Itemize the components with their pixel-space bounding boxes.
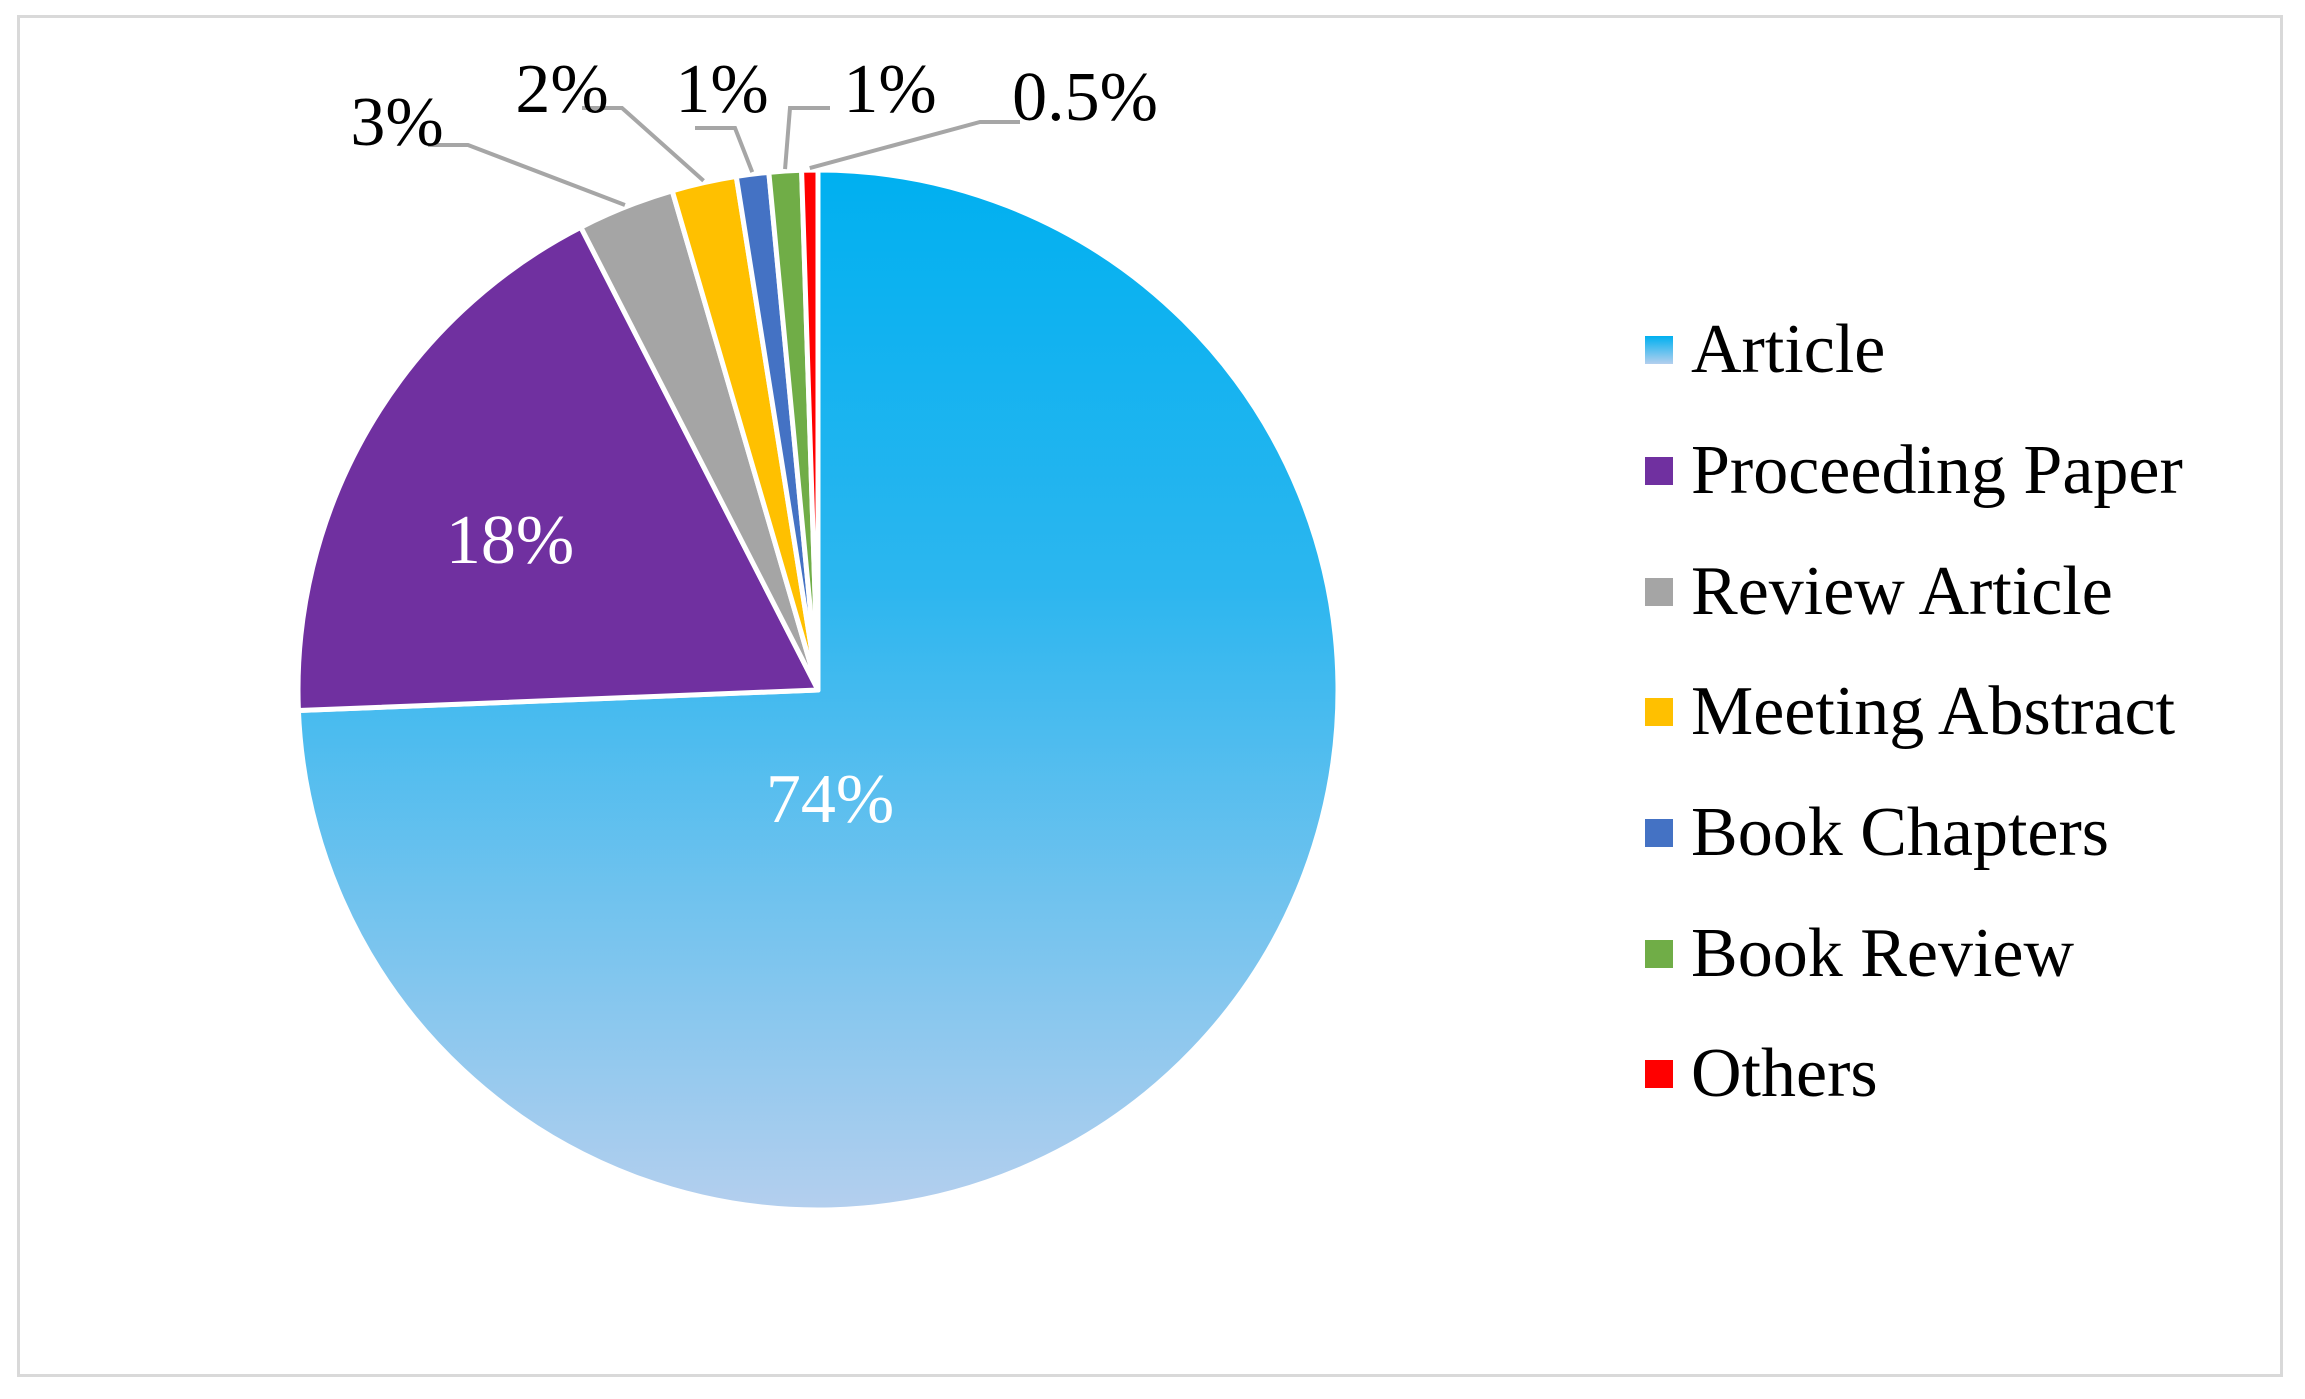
slice-label-article: 74% [766,761,894,838]
legend-item-others: Others [1645,1014,2183,1135]
legend-swatch-meeting-abstract [1645,698,1673,727]
slice-others [799,167,821,693]
legend-item-book-review: Book Review [1645,893,2183,1014]
legend-label-others: Others [1691,1035,1878,1113]
legend-item-review-article: Review Article [1645,531,2183,652]
legend-item-meeting-abstract: Meeting Abstract [1645,652,2183,773]
leader-line-book-review [783,106,830,170]
legend-label-review-article: Review Article [1691,552,2113,630]
slice-label-review-article: 3% [350,84,443,161]
leader-lines [428,106,1020,207]
leader-line-book-chapters [695,126,755,173]
slice-label-others: 0.5% [1012,59,1158,136]
slice-labels: 74% 18% 3% 2% 1% 1% 0.5% [350,51,1158,838]
slice-label-meeting-abstract: 2% [515,51,608,128]
slice-label-book-chapters: 1% [675,51,768,128]
pie-slices [295,167,1341,1213]
slice-label-proceeding-paper: 18% [446,502,574,579]
legend-label-proceeding-paper: Proceeding Paper [1691,432,2183,510]
legend-swatch-book-chapters [1645,819,1673,848]
legend-label-article: Article [1691,311,1886,389]
leader-line-others [809,120,1020,170]
legend-swatch-book-review [1645,939,1673,968]
legend-label-book-review: Book Review [1691,914,2075,992]
legend-swatch-review-article [1645,577,1673,606]
legend-item-book-chapters: Book Chapters [1645,773,2183,894]
leader-line-meeting-abstract [582,106,705,183]
legend-item-proceeding-paper: Proceeding Paper [1645,411,2183,532]
slice-label-book-review: 1% [843,51,936,128]
legend-swatch-article [1645,336,1673,365]
legend: Article Proceeding Paper Review Article … [1645,290,2183,1135]
slice-proceeding-paper [295,224,821,714]
legend-item-article: Article [1645,290,2183,411]
legend-swatch-proceeding-paper [1645,457,1673,486]
legend-label-meeting-abstract: Meeting Abstract [1691,673,2176,751]
legend-label-book-chapters: Book Chapters [1691,794,2110,872]
leader-line-review-article [428,143,626,207]
legend-swatch-others [1645,1060,1673,1089]
